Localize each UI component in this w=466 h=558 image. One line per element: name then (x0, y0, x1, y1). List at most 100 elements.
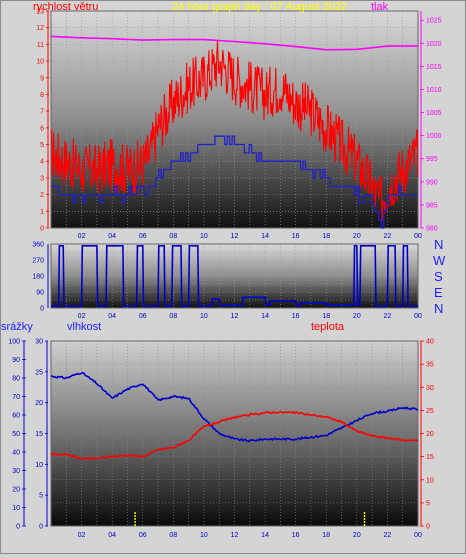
y-tick-label-direction: 90 (36, 290, 44, 297)
x-tick-label: 20 (353, 532, 361, 539)
y-tick-label-precip: 90 (12, 357, 20, 364)
y-tick-label-precip: 100 (8, 339, 20, 346)
y-tick-label-wind: 9 (40, 75, 44, 82)
y-tick-label-wind: 1 (40, 209, 44, 216)
y-tick-label-wind: 2 (40, 192, 44, 199)
y-tick-label-temperature: 15 (426, 454, 434, 461)
pressure-series (50, 35, 418, 51)
x-tick-label: 16 (292, 313, 300, 320)
y-tick-label-humidity: 5 (39, 493, 43, 500)
temperature-series (50, 410, 419, 461)
x-tick-label: 04 (108, 233, 116, 240)
x-tick-label: 14 (261, 233, 269, 240)
y-tick-label-pressure: 990 (426, 179, 438, 186)
x-tick-label: 22 (384, 532, 392, 539)
chart-title: 24 hour graph day : 07 August 2022 (172, 1, 347, 13)
y-tick-label-direction: 0 (40, 306, 44, 313)
x-tick-label: 08 (169, 313, 177, 320)
x-tick-label: 22 (384, 233, 392, 240)
y-tick-label-direction: 180 (32, 274, 44, 281)
y-tick-label-humidity: 20 (35, 400, 43, 407)
x-tick-label: 02 (78, 532, 86, 539)
y-tick-label-precip: 0 (16, 524, 20, 531)
y-tick-label-direction: 270 (32, 258, 44, 265)
y-tick-label-precip: 40 (12, 450, 20, 457)
y-tick-label-pressure: 1025 (426, 18, 442, 25)
y-tick-label-humidity: 15 (35, 431, 43, 438)
y-tick-label-pressure: 1000 (426, 133, 442, 140)
x-tick-label: 04 (108, 532, 116, 539)
y-tick-label-precip: 10 (12, 505, 20, 512)
x-tick-label: 08 (169, 532, 177, 539)
x-tick-label: 22 (384, 313, 392, 320)
y-tick-label-humidity: 0 (39, 524, 43, 531)
y-tick-label-temperature: 30 (426, 385, 434, 392)
wind-gust-series (51, 135, 418, 229)
x-tick-label: 10 (200, 313, 208, 320)
y-tick-label-temperature: 35 (426, 362, 434, 369)
x-tick-label: 14 (261, 532, 269, 539)
y-tick-label-wind: 13 (36, 9, 44, 16)
compass-label-n-bottom: N (434, 301, 444, 316)
humidity-axis-title: vlhkost (67, 321, 102, 333)
x-tick-label: 12 (231, 313, 239, 320)
x-tick-label: 06 (139, 313, 147, 320)
y-tick-label-wind: 7 (40, 109, 44, 116)
y-tick-label-humidity: 10 (35, 462, 43, 469)
precip-axis-title: srážky (1, 321, 33, 333)
x-tick-label: 02 (78, 233, 86, 240)
y-tick-label-direction: 360 (32, 242, 44, 249)
y-tick-label-wind: 4 (40, 159, 44, 166)
wind-direction-series (51, 245, 418, 307)
pressure-axis-title: tlak (371, 1, 389, 13)
x-tick-label: 14 (261, 313, 269, 320)
x-tick-label: 00 (414, 233, 422, 240)
y-tick-label-precip: 20 (12, 487, 20, 494)
y-tick-label-wind: 3 (40, 175, 44, 182)
y-tick-label-wind: 0 (40, 226, 44, 233)
x-tick-label: 18 (322, 532, 330, 539)
y-tick-label-wind: 11 (37, 42, 44, 49)
compass-label-e: E (434, 285, 443, 300)
x-tick-label: 16 (292, 233, 300, 240)
x-tick-label: 20 (353, 233, 361, 240)
x-tick-label: 00 (414, 313, 422, 320)
y-tick-label-pressure: 980 (426, 226, 438, 233)
compass-label-n-top: N (434, 237, 444, 252)
plot-border (50, 243, 419, 309)
x-tick-label: 18 (322, 313, 330, 320)
x-tick-label: 06 (139, 532, 147, 539)
wind-direction-chart: 0 90 180 270 360 02 04 06 08 10 12 14 16 18 20 22 00 (32, 242, 422, 321)
plot-border (50, 340, 419, 527)
y-tick-label-wind: 6 (40, 125, 44, 132)
y-tick-label-precip: 50 (12, 431, 20, 438)
x-tick-label: 08 (169, 233, 177, 240)
temperature-axis-title: teplota (311, 321, 345, 333)
y-tick-label-pressure: 1020 (426, 41, 442, 48)
x-tick-label: 00 (414, 532, 422, 539)
y-tick-label-temperature: 0 (426, 524, 430, 531)
wind-speed-axis-title: rychlost větru (33, 1, 99, 13)
y-tick-label-precip: 70 (12, 394, 20, 401)
y-tick-label-wind: 10 (36, 59, 44, 66)
y-tick-label-wind: 12 (36, 25, 44, 32)
y-tick-label-precip: 80 (12, 376, 20, 383)
y-tick-label-pressure: 1010 (426, 87, 442, 94)
x-tick-label: 04 (108, 313, 116, 320)
y-tick-label-wind: 5 (40, 142, 44, 149)
y-tick-label-precip: 60 (12, 413, 20, 420)
y-tick-label-temperature: 25 (426, 408, 434, 415)
x-tick-label: 16 (292, 532, 300, 539)
x-tick-label: 12 (231, 532, 239, 539)
y-tick-label-precip: 30 (12, 468, 20, 475)
x-tick-label: 02 (78, 313, 86, 320)
y-tick-label-temperature: 40 (426, 339, 434, 346)
y-tick-label-pressure: 1015 (426, 64, 442, 71)
x-tick-label: 18 (322, 233, 330, 240)
plot-border (50, 10, 419, 229)
y-tick-label-temperature: 20 (426, 431, 434, 438)
x-tick-label: 06 (139, 233, 147, 240)
y-tick-label-humidity: 25 (35, 369, 43, 376)
wind-speed-series (50, 40, 419, 222)
